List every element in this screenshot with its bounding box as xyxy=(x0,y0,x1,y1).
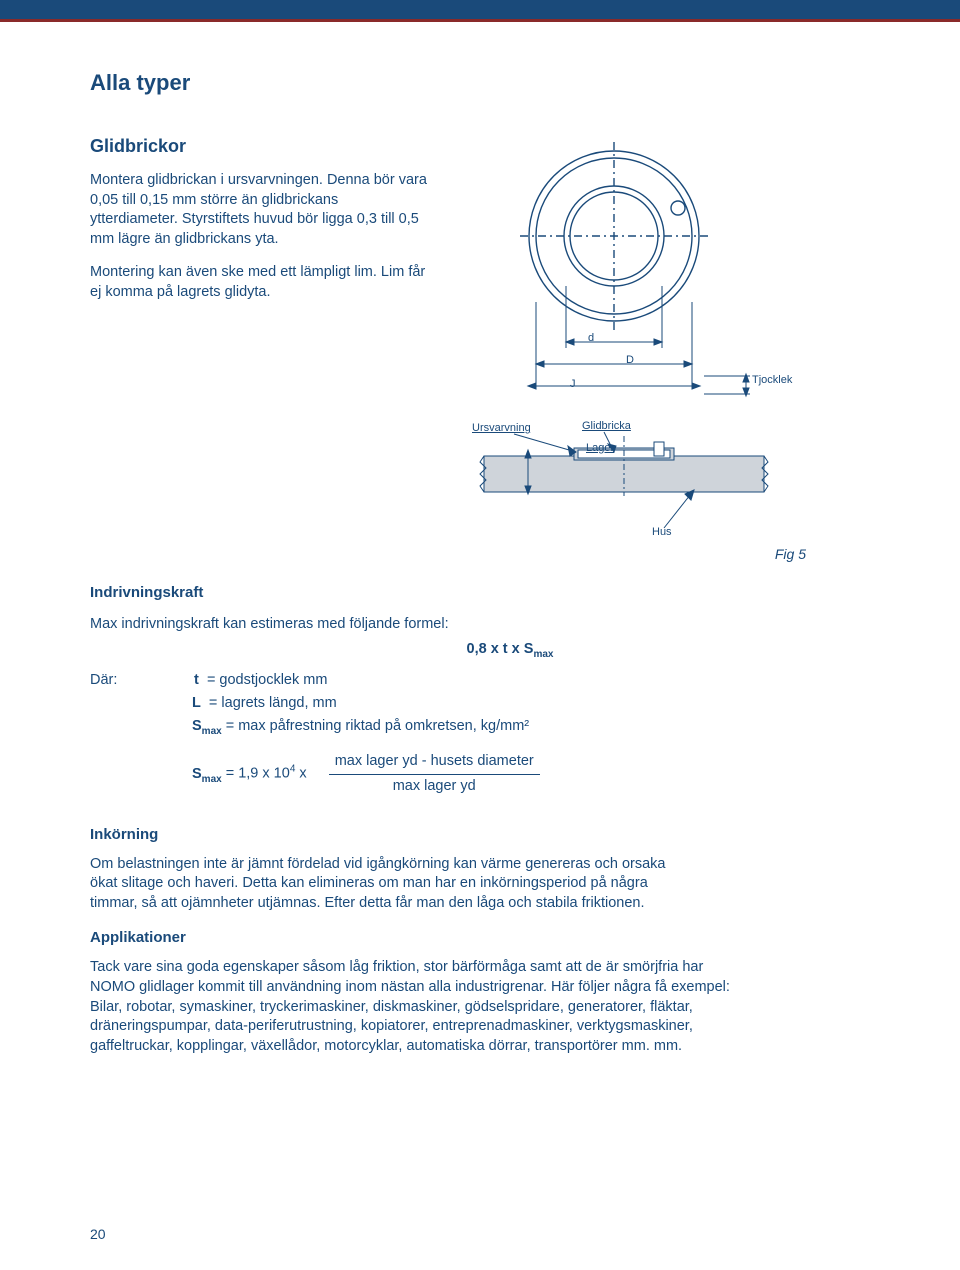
where-L: L = lagrets längd, mm xyxy=(192,692,870,715)
inkorning-heading: Inkörning xyxy=(90,826,870,843)
where-S: Smax = max påfrestning riktad på omkrets… xyxy=(192,715,870,740)
fraction: max lager yd - husets diameter max lager… xyxy=(329,750,540,797)
page-content: Alla typer Glidbrickor Montera glidbrick… xyxy=(0,22,960,1056)
where-t: Där: t = godstjocklek mm xyxy=(90,669,870,692)
indrivningskraft-heading: Indrivningskraft xyxy=(90,584,870,601)
glidbrickor-p1: Montera glidbrickan i ursvarvningen. Den… xyxy=(90,171,430,249)
dim-D-label: D xyxy=(626,354,634,366)
ursvarvning-label: Ursvarvning xyxy=(472,422,531,434)
dim-tjocklek-label: Tjocklek xyxy=(752,374,792,386)
glidbrickor-heading: Glidbrickor xyxy=(90,136,430,157)
glidbrickor-p2: Montering kan även ske med ett lämpligt … xyxy=(90,263,430,302)
dim-J-label: J xyxy=(570,378,576,390)
glidbricka-label: Glidbricka xyxy=(582,420,631,432)
where-S2: Smax = 1,9 x 104 x max lager yd - husets… xyxy=(192,750,870,797)
lager-label: Lager xyxy=(586,442,614,454)
inkorning-text: Om belastningen inte är jämnt fördelad v… xyxy=(90,855,690,914)
hus-label: Hus xyxy=(652,526,672,538)
header-bar xyxy=(0,0,960,22)
dim-d-label: d xyxy=(588,332,594,344)
figure-caption: Fig 5 xyxy=(775,546,806,562)
applikationer-heading: Applikationer xyxy=(90,929,870,946)
applikationer-text: Tack vare sina goda egenskaper såsom låg… xyxy=(90,958,730,1056)
page-number: 20 xyxy=(90,1226,106,1242)
formula-intro: Max indrivningskraft kan estimeras med f… xyxy=(90,613,870,636)
page-title: Alla typer xyxy=(90,70,870,96)
formula-main: 0,8 x t x Smax xyxy=(90,638,870,663)
formula-block: Max indrivningskraft kan estimeras med f… xyxy=(90,613,870,798)
washer-diagram: d D J Tjocklek Ursvarvning Glidbricka La… xyxy=(454,136,814,566)
